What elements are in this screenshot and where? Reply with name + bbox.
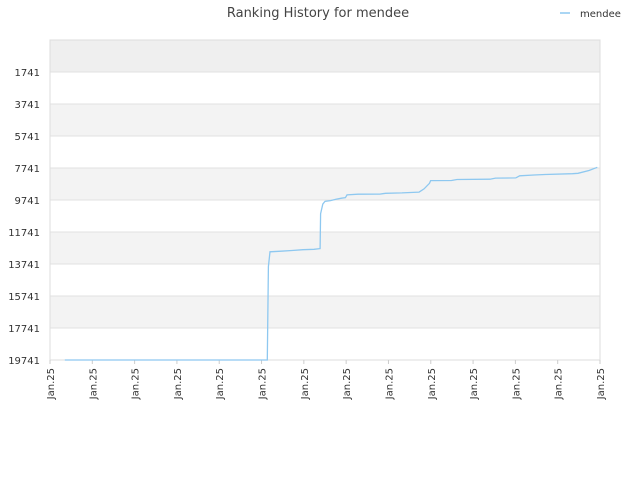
y-tick-label: 5741 [15,132,40,143]
grid-bands [50,40,600,360]
y-tick-label: 19741 [8,356,40,367]
x-axis-ticks: Jan.25 Jan.25 Jan.25 Jan.25 Jan.25 Jan.25 Jan.… [46,360,607,400]
y-tick-label: 11741 [8,228,40,239]
x-tick-label: Jan.25 [173,368,184,400]
chart-title: Ranking History for mendee [227,6,409,21]
grid-band [50,71,600,104]
plot-frame [49,39,601,361]
x-tick-label: Jan.25 [384,368,395,400]
grid-band [50,231,600,264]
x-tick-label: Jan.25 [596,368,607,400]
grid-band [50,40,600,72]
x-tick-label: Jan.25 [469,368,480,400]
grid-band [50,327,600,360]
x-tick-label: Jan.25 [554,368,565,400]
x-tick-label: Jan.25 [131,368,142,400]
y-axis-ticks: 1741 3741 5741 7741 9741 11741 13741 15741 17741… [8,68,40,367]
series-line-mendee [64,166,598,361]
grid-band [50,135,600,168]
y-tick-label: 1741 [15,68,40,79]
grid-band [50,103,600,136]
grid-lines [49,39,601,361]
x-tick-label: Jan.25 [300,368,311,400]
grid-band [50,167,600,200]
series-group [64,166,598,361]
y-tick-label: 15741 [8,292,40,303]
legend-label: mendee [580,9,621,20]
x-tick-label: Jan.25 [88,368,99,400]
x-tick-label: Jan.25 [427,368,438,400]
grid-band [50,295,600,328]
x-tick-label: Jan.25 [215,368,226,400]
grid-band [50,263,600,296]
grid-band [50,199,600,232]
x-tick-label: Jan.25 [511,368,522,400]
y-tick-label: 13741 [8,260,40,271]
legend: mendee [560,9,621,20]
y-tick-label: 9741 [15,196,40,207]
y-tick-label: 7741 [15,164,40,175]
x-tick-label: Jan.25 [46,368,57,400]
x-tick-label: Jan.25 [258,368,269,400]
x-tick-label: Jan.25 [342,368,353,400]
y-tick-label: 17741 [8,324,40,335]
y-tick-label: 3741 [15,100,40,111]
